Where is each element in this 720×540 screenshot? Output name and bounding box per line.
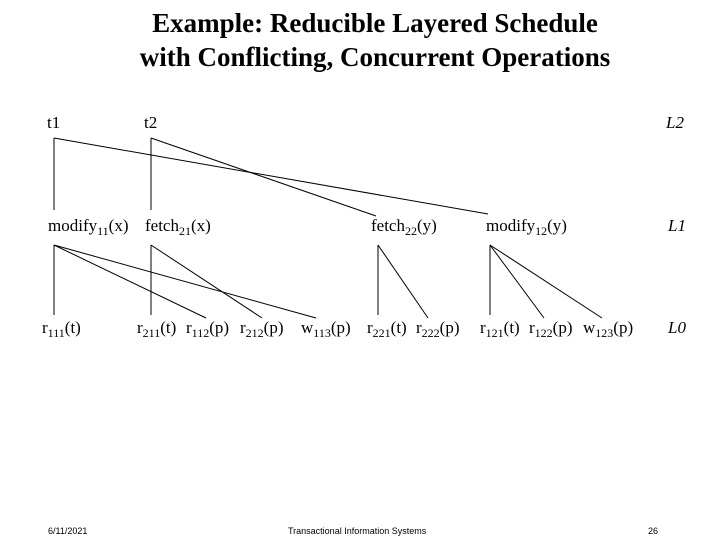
op-name: r xyxy=(416,318,422,337)
footer-date: 6/11/2021 xyxy=(48,526,88,536)
op-subscript: 121 xyxy=(485,326,504,340)
level-label-l2: L2 xyxy=(666,113,684,132)
op-arg: (t) xyxy=(64,318,81,337)
op-r212: r212(p) xyxy=(240,318,284,340)
op-w123: w123(p) xyxy=(583,318,634,340)
op-fetch22: fetch22(y) xyxy=(371,216,437,238)
level-label-l0: L0 xyxy=(668,318,686,337)
op-arg: (p) xyxy=(552,318,573,337)
edge-t2-fetch22 xyxy=(150,137,377,217)
op-r111: r111(t) xyxy=(42,318,81,340)
op-arg: (p) xyxy=(613,318,634,337)
op-subscript: 222 xyxy=(421,326,440,340)
op-arg: (y) xyxy=(416,216,437,235)
op-subscript: 111 xyxy=(47,326,65,340)
op-name: r xyxy=(186,318,192,337)
op-r121: r121(t) xyxy=(480,318,520,340)
op-subscript: 21 xyxy=(178,224,191,238)
op-arg: (x) xyxy=(190,216,211,235)
op-arg: (p) xyxy=(330,318,351,337)
op-subscript: 123 xyxy=(595,326,614,340)
op-r221: r221(t) xyxy=(367,318,407,340)
op-subscript: 113 xyxy=(313,326,331,340)
edge-fetch22-r222 xyxy=(377,244,429,319)
edge-modify11-r112 xyxy=(53,244,207,319)
op-subscript: 12 xyxy=(535,224,548,238)
op-name: w xyxy=(583,318,596,337)
edge-fetch21-r212 xyxy=(150,244,263,319)
op-name: modify xyxy=(48,216,98,235)
op-name: r xyxy=(137,318,143,337)
op-arg: (x) xyxy=(108,216,129,235)
op-arg: (p) xyxy=(263,318,284,337)
op-name: r xyxy=(240,318,246,337)
op-name: r xyxy=(480,318,486,337)
op-name: r xyxy=(42,318,48,337)
op-name: fetch xyxy=(371,216,405,235)
slide-title: Example: Reducible Layered Schedule with… xyxy=(0,6,720,74)
op-r211: r211(t) xyxy=(137,318,177,340)
footer-course: Transactional Information Systems xyxy=(288,526,427,536)
op-arg: (t) xyxy=(160,318,177,337)
op-fetch21: fetch21(x) xyxy=(145,216,211,238)
op-arg: (t) xyxy=(503,318,520,337)
op-arg: (y) xyxy=(547,216,567,235)
edge-modify12-r122 xyxy=(489,244,545,319)
op-subscript: 221 xyxy=(372,326,391,340)
op-modify12: modify12(y) xyxy=(486,216,567,238)
footer-page-number: 26 xyxy=(648,526,659,536)
op-subscript: 11 xyxy=(97,224,109,238)
op-modify11: modify11(x) xyxy=(48,216,129,238)
edge-t1-modify12 xyxy=(53,137,489,215)
op-subscript: 112 xyxy=(191,326,210,340)
op-r222: r222(p) xyxy=(416,318,460,340)
op-subscript: 122 xyxy=(534,326,553,340)
op-r112: r112(p) xyxy=(186,318,230,340)
op-subscript: 22 xyxy=(404,224,417,238)
op-w113: w113(p) xyxy=(301,318,351,340)
transaction-t1: t1 xyxy=(47,113,61,132)
op-name: modify xyxy=(486,216,536,235)
title-line-1: Example: Reducible Layered Schedule xyxy=(152,8,598,38)
op-subscript: 212 xyxy=(245,326,264,340)
op-arg: (p) xyxy=(439,318,460,337)
edge-modify11-w113 xyxy=(53,244,317,319)
op-arg: (t) xyxy=(390,318,407,337)
level-label-l1: L1 xyxy=(668,216,686,235)
op-name: r xyxy=(529,318,535,337)
op-arg: (p) xyxy=(209,318,230,337)
op-name: fetch xyxy=(145,216,179,235)
op-name: r xyxy=(367,318,373,337)
transaction-t2: t2 xyxy=(144,113,158,132)
title-line-2: with Conflicting, Concurrent Operations xyxy=(139,42,611,72)
op-subscript: 211 xyxy=(142,326,161,340)
edge-modify12-w123 xyxy=(489,244,603,319)
op-name: w xyxy=(301,318,314,337)
op-r122: r122(p) xyxy=(529,318,573,340)
